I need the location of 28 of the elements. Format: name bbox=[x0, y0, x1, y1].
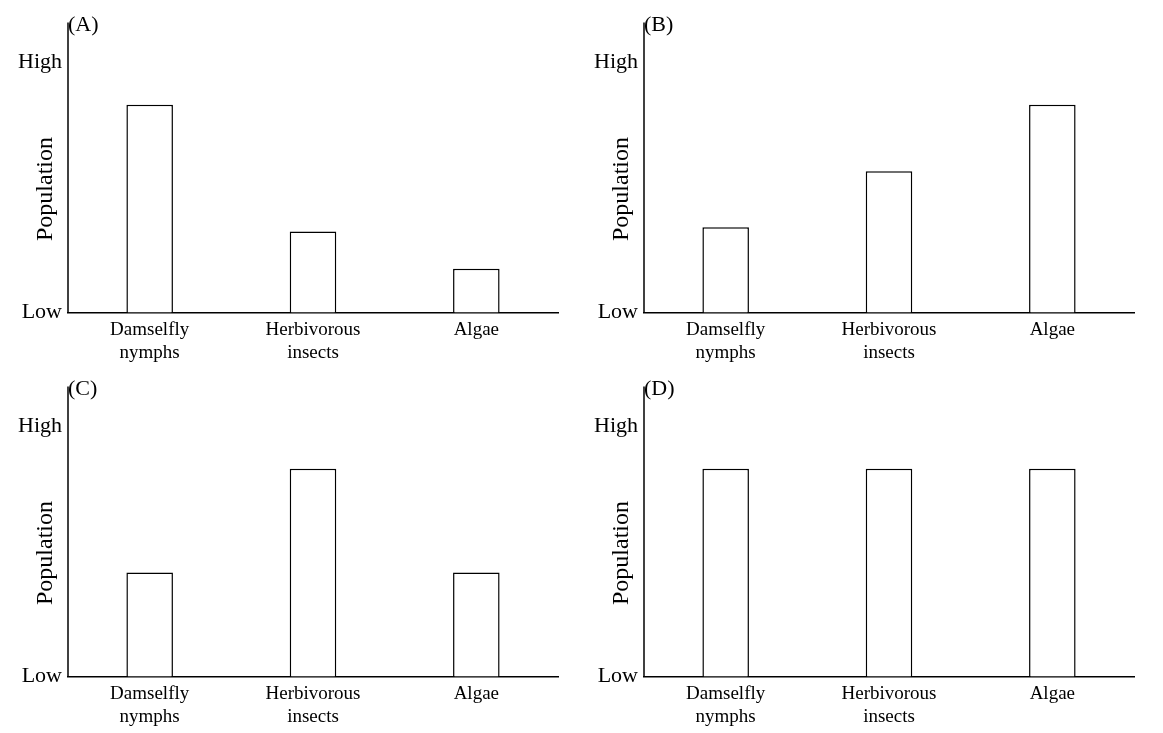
x-tick-label: Herbivorous insects bbox=[841, 681, 937, 726]
chart-title: (D) bbox=[644, 374, 675, 400]
x-tick-label: Algae bbox=[453, 681, 500, 703]
x-tick-label: Damselfly nymphs bbox=[110, 681, 190, 726]
chart-title: (B) bbox=[644, 10, 674, 36]
text: High bbox=[594, 412, 638, 438]
x-tick-label: Damselfly nymphs bbox=[686, 317, 766, 362]
y-axis-title: Population bbox=[606, 136, 634, 242]
x-tick-label: Herbivorous insects bbox=[265, 681, 361, 726]
text: High bbox=[18, 48, 62, 74]
text: High bbox=[18, 412, 62, 438]
chart-title: (A) bbox=[68, 10, 99, 36]
x-tick-label: Algae bbox=[1029, 681, 1076, 703]
text: Low bbox=[21, 662, 63, 688]
y-axis-title: Population bbox=[606, 500, 634, 606]
text: High bbox=[594, 48, 638, 74]
x-tick-label: Damselfly nymphs bbox=[686, 681, 766, 726]
x-tick-label: Herbivorous insects bbox=[841, 317, 937, 362]
x-tick-label: Herbivorous insects bbox=[265, 317, 361, 362]
text: Low bbox=[21, 298, 63, 324]
x-tick-label: Algae bbox=[1029, 317, 1076, 339]
y-axis-title: Population bbox=[30, 136, 58, 242]
x-tick-label: Algae bbox=[453, 317, 500, 339]
text: Low bbox=[597, 662, 639, 688]
text: Low bbox=[597, 298, 639, 324]
y-axis-title: Population bbox=[30, 500, 58, 606]
x-tick-label: Damselfly nymphs bbox=[110, 317, 190, 362]
chart-title: (C) bbox=[68, 374, 98, 400]
